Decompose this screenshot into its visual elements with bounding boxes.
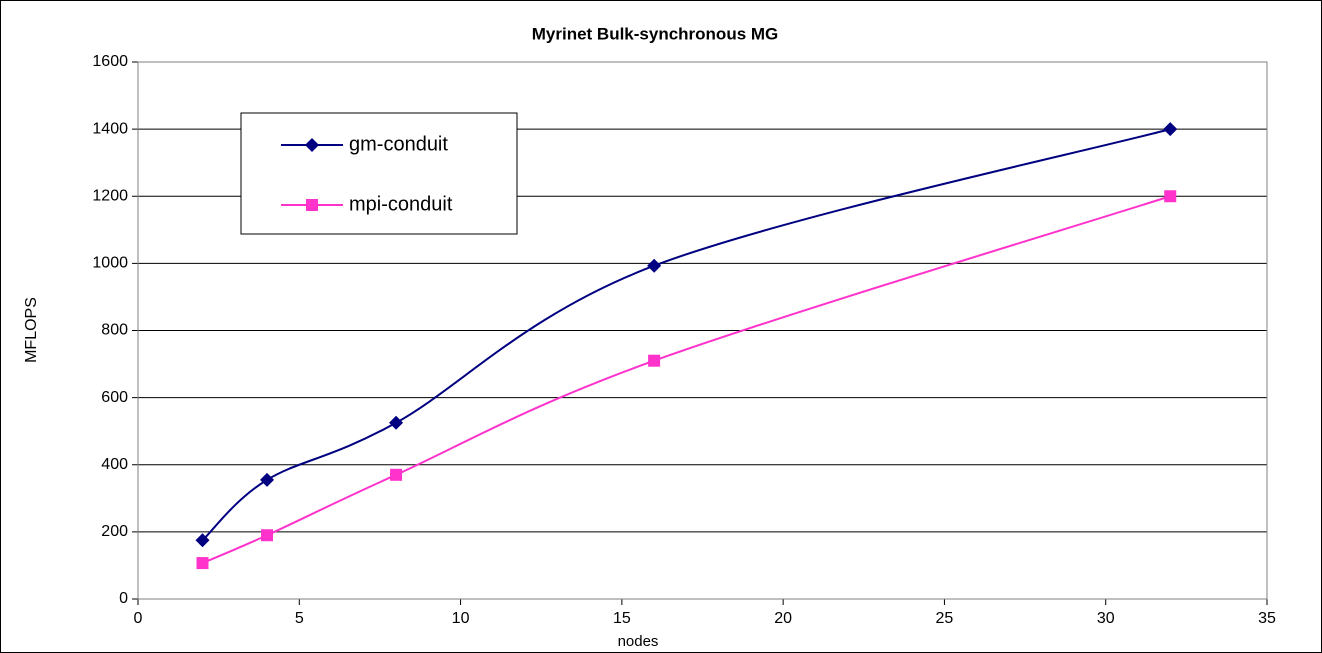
marker [389, 415, 404, 430]
y-tick-label: 200 [101, 523, 128, 540]
x-axis-label: nodes [618, 633, 659, 650]
marker [1164, 190, 1177, 203]
y-tick-label: 0 [119, 590, 128, 607]
legend-label: gm-conduit [349, 133, 448, 155]
marker [195, 533, 210, 548]
y-tick-label: 400 [101, 456, 128, 473]
x-tick-label: 15 [613, 610, 631, 627]
y-tick-label: 1600 [92, 53, 128, 70]
x-tick-label: 10 [452, 610, 470, 627]
x-tick-label: 35 [1258, 610, 1276, 627]
x-tick-label: 0 [134, 610, 143, 627]
marker [390, 468, 403, 481]
marker [305, 138, 319, 152]
x-tick-label: 30 [1097, 610, 1115, 627]
marker [306, 199, 318, 211]
chart-title: Myrinet Bulk-synchronous MG [532, 24, 779, 43]
y-tick-label: 800 [101, 322, 128, 339]
legend-label: mpi-conduit [349, 193, 453, 215]
x-tick-label: 20 [774, 610, 792, 627]
legend [240, 112, 518, 235]
y-axis-label: MFLOPS [23, 297, 40, 363]
y-tick-label: 1200 [92, 187, 128, 204]
marker [1163, 122, 1178, 137]
marker [260, 472, 275, 487]
y-tick-label: 600 [101, 389, 128, 406]
y-tick-label: 1400 [92, 120, 128, 137]
y-tick-label: 1000 [92, 255, 128, 272]
marker [261, 529, 274, 542]
x-tick-label: 5 [295, 610, 304, 627]
marker [196, 557, 209, 570]
marker [648, 354, 661, 367]
x-tick-label: 25 [936, 610, 954, 627]
plot-area [137, 61, 1268, 600]
marker [647, 258, 662, 273]
